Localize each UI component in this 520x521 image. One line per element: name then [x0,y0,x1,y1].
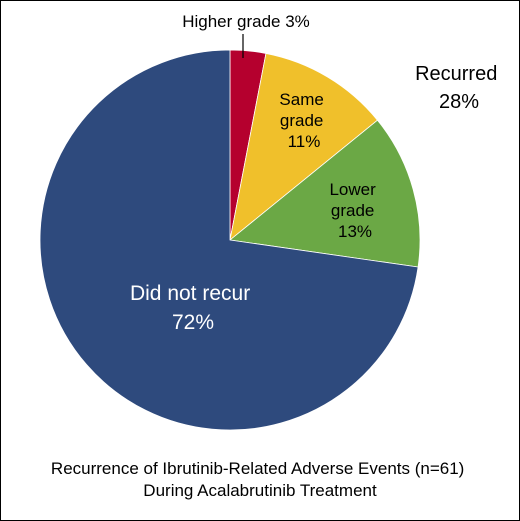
recurred-annotation: Recurred 28% [415,63,503,113]
did-not-recur-label: Did not recur 72% [130,282,256,334]
pie-slice-lower-grade [229,119,421,268]
pie-slice-did-not-recur [39,49,419,431]
lower-grade-label: Lower grade 13% [329,180,380,241]
chart-caption: Recurrence of Ibrutinib-Related Adverse … [51,459,469,500]
same-grade-label: Same grade 11% [279,90,328,151]
higher-grade-label: Higher grade 3% [182,12,310,31]
pie-slice-same-grade [229,52,379,242]
pie-slices [39,49,421,431]
